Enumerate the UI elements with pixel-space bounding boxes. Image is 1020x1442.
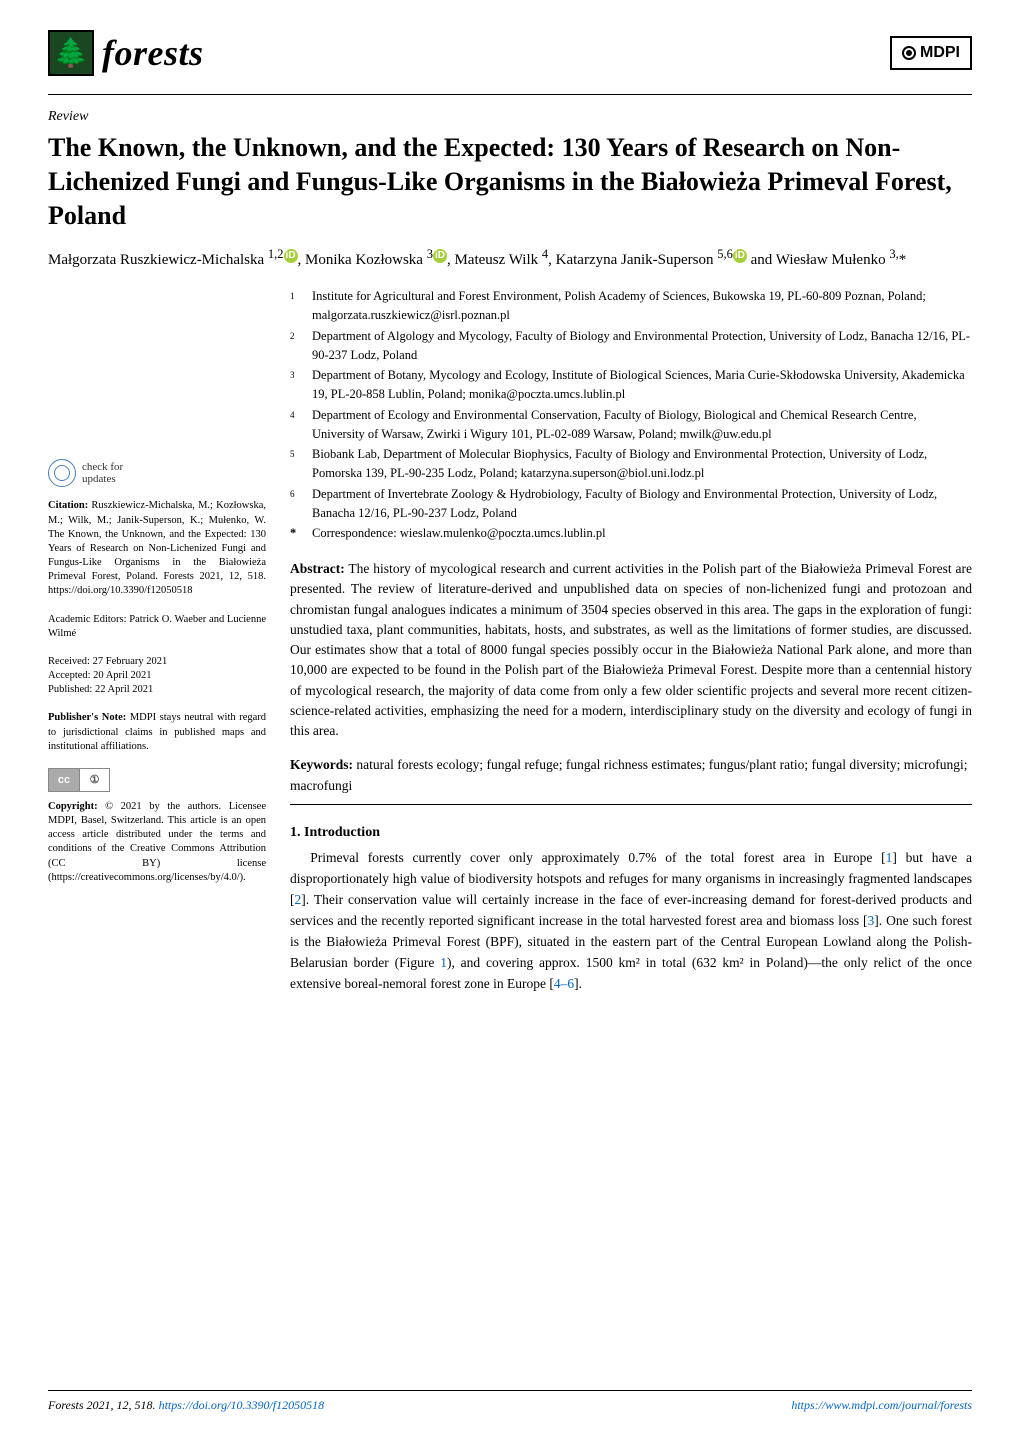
- citation-ref[interactable]: 4–6: [554, 976, 574, 991]
- citation-ref[interactable]: 1: [886, 850, 893, 865]
- affiliations-list: 1 Institute for Agricultural and Forest E…: [290, 287, 972, 543]
- journal-block: 🌲 forests: [48, 28, 204, 78]
- affil-text: Department of Ecology and Environmental …: [312, 406, 972, 444]
- journal-name: forests: [102, 28, 204, 78]
- accepted-date: Accepted: 20 April 2021: [48, 669, 266, 683]
- affil-text: Department of Botany, Mycology and Ecolo…: [312, 366, 972, 404]
- citation-ref[interactable]: 3: [868, 913, 875, 928]
- keywords-text: natural forests ecology; fungal refuge; …: [290, 757, 967, 792]
- citation-text: Ruszkiewicz-Michalska, M.; Kozłowska, M.…: [48, 500, 266, 596]
- copyright-label: Copyright:: [48, 801, 98, 812]
- footer-doi-link[interactable]: https://doi.org/10.3390/f12050518: [159, 1398, 325, 1412]
- publisher-logo: MDPI: [890, 36, 972, 70]
- correspondence-star: *: [290, 524, 302, 543]
- journal-logo-icon: 🌲: [48, 30, 94, 76]
- correspondence-text: Correspondence: wieslaw.mulenko@poczta.u…: [312, 524, 606, 543]
- citation-block: Citation: Ruszkiewicz-Michalska, M.; Koz…: [48, 499, 266, 598]
- affil-text: Department of Invertebrate Zoology & Hyd…: [312, 485, 972, 523]
- affil-number: 3: [290, 366, 302, 404]
- keywords-block: Keywords: natural forests ecology; funga…: [290, 755, 972, 796]
- editors-block: Academic Editors: Patrick O. Waeber and …: [48, 613, 266, 641]
- footer-citation: Forests 2021, 12, 518.: [48, 1398, 159, 1412]
- intro-paragraph: Primeval forests currently cover only ap…: [290, 848, 972, 994]
- abstract-block: Abstract: The history of mycological res…: [290, 559, 972, 741]
- section-heading: 1. Introduction: [290, 823, 972, 843]
- cc-by-badge[interactable]: cc ①: [48, 768, 110, 792]
- affil-number: 2: [290, 327, 302, 365]
- affil-text: Department of Algology and Mycology, Fac…: [312, 327, 972, 365]
- affil-number: 5: [290, 445, 302, 483]
- page-header: 🌲 forests MDPI: [0, 0, 1020, 88]
- affiliation-row: 3 Department of Botany, Mycology and Ecol…: [290, 366, 972, 404]
- pubnote-label: Publisher's Note:: [48, 712, 126, 723]
- check-updates-badge[interactable]: check forupdates: [48, 459, 266, 487]
- affil-number: 1: [290, 287, 302, 325]
- affil-number: 6: [290, 485, 302, 523]
- abstract-label: Abstract:: [290, 561, 345, 576]
- affiliation-row: 1 Institute for Agricultural and Forest E…: [290, 287, 972, 325]
- footer-journal-link[interactable]: https://www.mdpi.com/journal/forests: [791, 1397, 972, 1414]
- article-title: The Known, the Unknown, and the Expected…: [0, 127, 1020, 242]
- citation-label: Citation:: [48, 500, 88, 511]
- author-list: Małgorzata Ruszkiewicz-Michalska 1,2iD, …: [0, 242, 1020, 287]
- updates-icon: [48, 459, 76, 487]
- sidebar: check forupdates Citation: Ruszkiewicz-M…: [48, 287, 266, 995]
- cc-icon: cc: [49, 769, 79, 791]
- copyright-block: Copyright: © 2021 by the authors. Licens…: [48, 800, 266, 885]
- updates-label: check forupdates: [82, 461, 123, 485]
- copyright-text: © 2021 by the authors. Licensee MDPI, Ba…: [48, 801, 266, 883]
- editors-text: Academic Editors: Patrick O. Waeber and …: [48, 614, 266, 639]
- dates-block: Received: 27 February 2021 Accepted: 20 …: [48, 655, 266, 698]
- correspondence-row: * Correspondence: wieslaw.mulenko@poczta.…: [290, 524, 972, 543]
- affil-text: Biobank Lab, Department of Molecular Bio…: [312, 445, 972, 483]
- keywords-label: Keywords:: [290, 757, 353, 772]
- affiliation-row: 4 Department of Ecology and Environmental…: [290, 406, 972, 444]
- citation-ref[interactable]: 2: [295, 892, 302, 907]
- page-footer: Forests 2021, 12, 518. https://doi.org/1…: [48, 1390, 972, 1414]
- published-date: Published: 22 April 2021: [48, 683, 266, 697]
- affil-number: 4: [290, 406, 302, 444]
- affiliation-row: 2 Department of Algology and Mycology, Fa…: [290, 327, 972, 365]
- by-icon: ①: [79, 769, 109, 791]
- abstract-text: The history of mycological research and …: [290, 561, 972, 738]
- mdpi-icon: [902, 46, 916, 60]
- affiliation-row: 6 Department of Invertebrate Zoology & Hy…: [290, 485, 972, 523]
- footer-left: Forests 2021, 12, 518. https://doi.org/1…: [48, 1397, 324, 1414]
- affil-text: Institute for Agricultural and Forest En…: [312, 287, 972, 325]
- article-type: Review: [0, 95, 1020, 127]
- keywords-rule: [290, 804, 972, 805]
- publishers-note-block: Publisher's Note: MDPI stays neutral wit…: [48, 711, 266, 754]
- affiliation-row: 5 Biobank Lab, Department of Molecular Bi…: [290, 445, 972, 483]
- figure-ref[interactable]: 1: [440, 955, 447, 970]
- main-column: 1 Institute for Agricultural and Forest E…: [290, 287, 972, 995]
- received-date: Received: 27 February 2021: [48, 655, 266, 669]
- publisher-name: MDPI: [920, 42, 960, 64]
